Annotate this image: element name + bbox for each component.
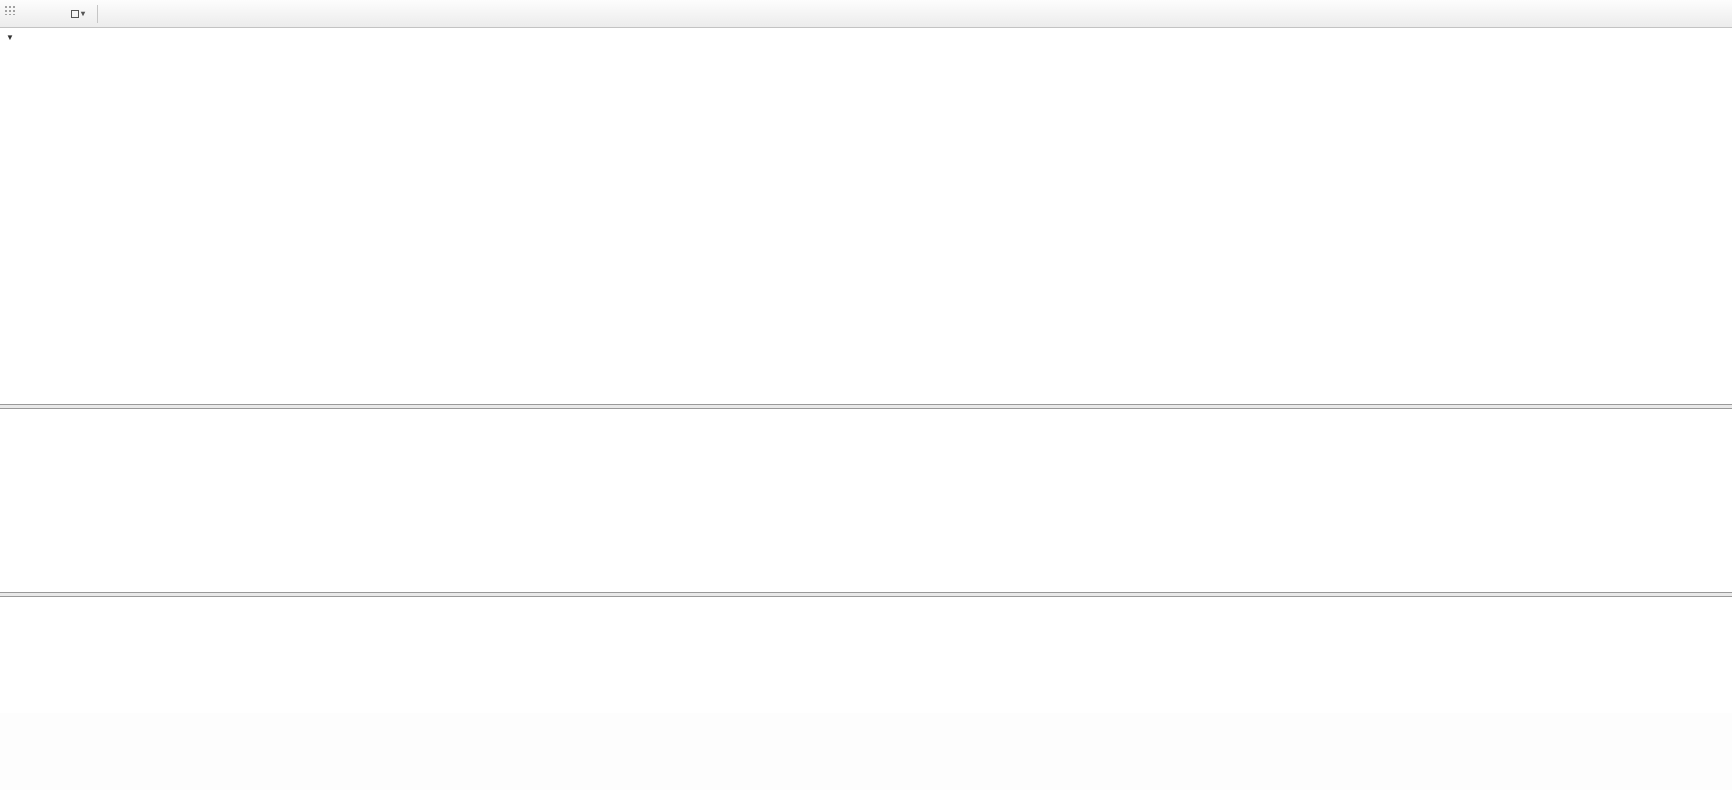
panel-divider-macd[interactable]	[0, 404, 1732, 409]
toolbar: ▾	[0, 0, 1732, 28]
toolbar-separator	[97, 4, 99, 23]
shapes-dropdown-button[interactable]: ▾	[66, 4, 90, 24]
price-axis[interactable]	[1662, 0, 1732, 712]
collapse-triangle-icon[interactable]: ▼	[6, 33, 14, 42]
text-tool-button[interactable]	[44, 4, 64, 24]
toolbar-grip-icon[interactable]	[4, 5, 16, 15]
time-axis[interactable]	[0, 695, 1732, 712]
chart-canvas[interactable]	[0, 30, 1732, 712]
bottom-empty-area	[0, 713, 1732, 790]
caret-down-icon: ▾	[81, 9, 86, 18]
support-price-badge	[1664, 0, 1730, 12]
panel-divider-rsi[interactable]	[0, 592, 1732, 597]
chart-ohlc-header: ▼	[6, 33, 54, 42]
text-label-tool-button[interactable]	[22, 4, 42, 24]
shape-icon	[71, 9, 79, 18]
